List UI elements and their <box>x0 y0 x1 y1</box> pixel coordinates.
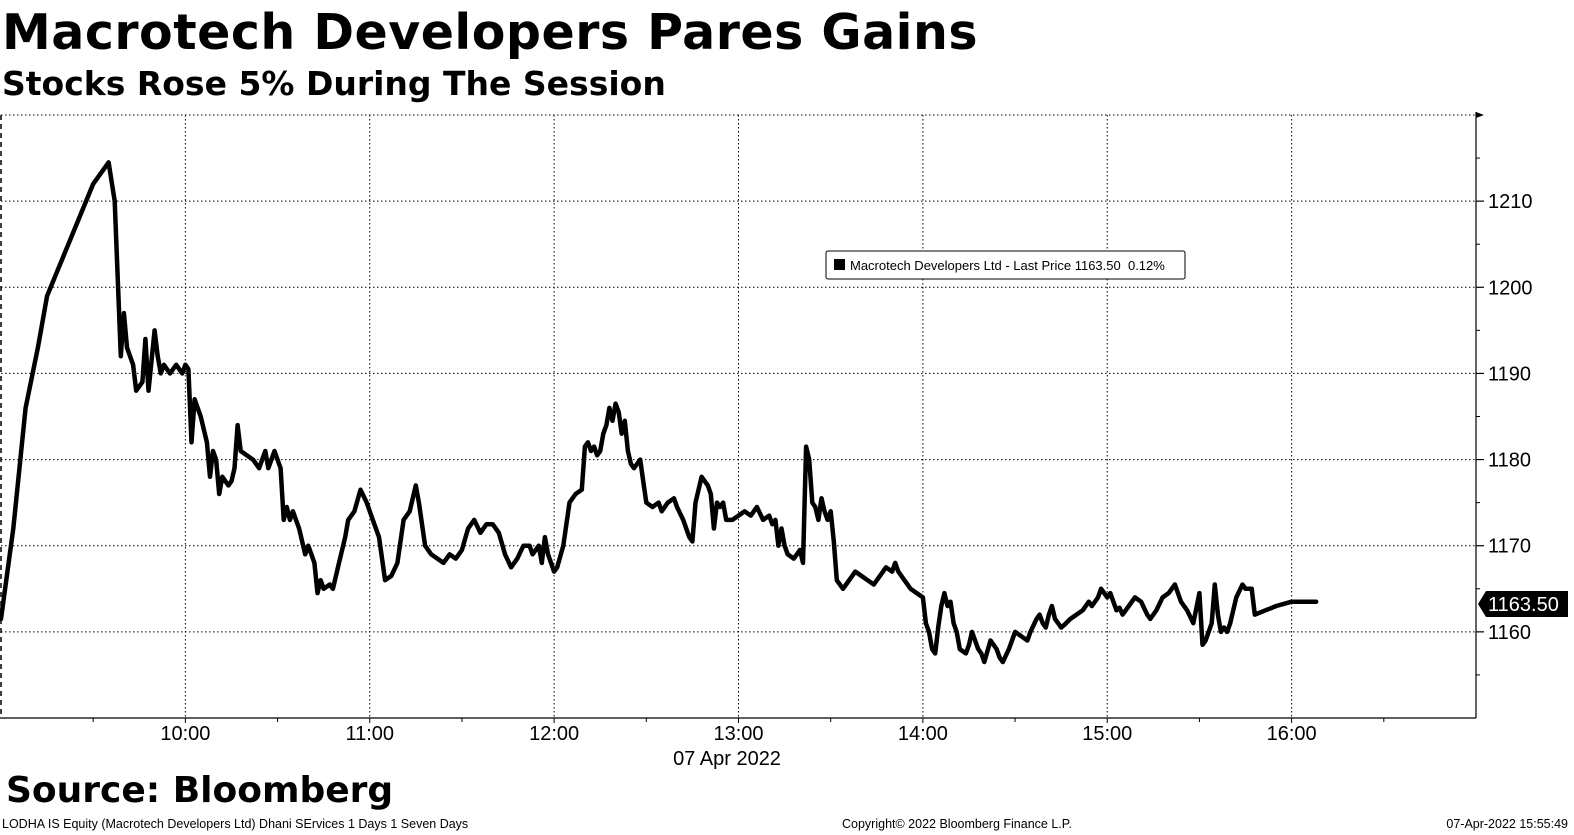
last-value-tag <box>1478 591 1568 617</box>
y-axis-top-marker <box>1476 112 1484 118</box>
chart-title: Macrotech Developers Pares Gains <box>2 4 978 61</box>
y-tick-label: 1160 <box>1488 622 1531 644</box>
chart-subtitle: Stocks Rose 5% During The Session <box>2 64 666 103</box>
x-tick-label: 10:00 <box>160 723 210 745</box>
gridlines <box>1 114 1476 718</box>
x-tick-label: 12:00 <box>529 723 579 745</box>
x-axis-ticks: 10:00 11:00 12:00 13:00 14:00 15:00 16:00 <box>92 718 1385 745</box>
footer-copyright: Copyright© 2022 Bloomberg Finance L.P. <box>842 817 1072 831</box>
x-tick-label: 15:00 <box>1082 723 1132 745</box>
legend-entry: Macrotech Developers Ltd - Last Price 11… <box>850 258 1165 273</box>
y-tick-label: 1210 <box>1488 191 1533 213</box>
legend-box <box>825 250 1186 280</box>
x-tick-label: 11:00 <box>345 723 394 745</box>
y-tick-label: 1180 <box>1488 450 1531 472</box>
x-tick-label: 16:00 <box>1267 723 1317 745</box>
y-tick-label: 1190 <box>1488 363 1531 385</box>
x-tick-label: 13:00 <box>713 723 763 745</box>
footer-ticker-info: LODHA IS Equity (Macrotech Developers Lt… <box>2 817 469 831</box>
last-value-label: 1163.50 <box>1478 591 1568 617</box>
x-tick-label: 14:00 <box>898 723 948 745</box>
last-value-text: 1163.50 <box>1488 594 1559 616</box>
x-axis-date-label: 07 Apr 2022 <box>673 748 781 770</box>
price-series-line <box>0 160 1319 665</box>
y-tick-label: 1200 <box>1488 277 1533 299</box>
y-tick-label: 1170 <box>1488 536 1531 558</box>
legend-swatch <box>834 259 845 270</box>
legend: Macrotech Developers Ltd - Last Price 11… <box>825 250 1186 280</box>
source-label: Source: Bloomberg <box>6 770 394 811</box>
footer-timestamp: 07-Apr-2022 15:55:49 <box>1446 817 1568 831</box>
y-axis-ticks: 1160 1170 1180 1190 1200 1210 <box>1476 112 1533 676</box>
plot-area <box>0 160 1319 665</box>
